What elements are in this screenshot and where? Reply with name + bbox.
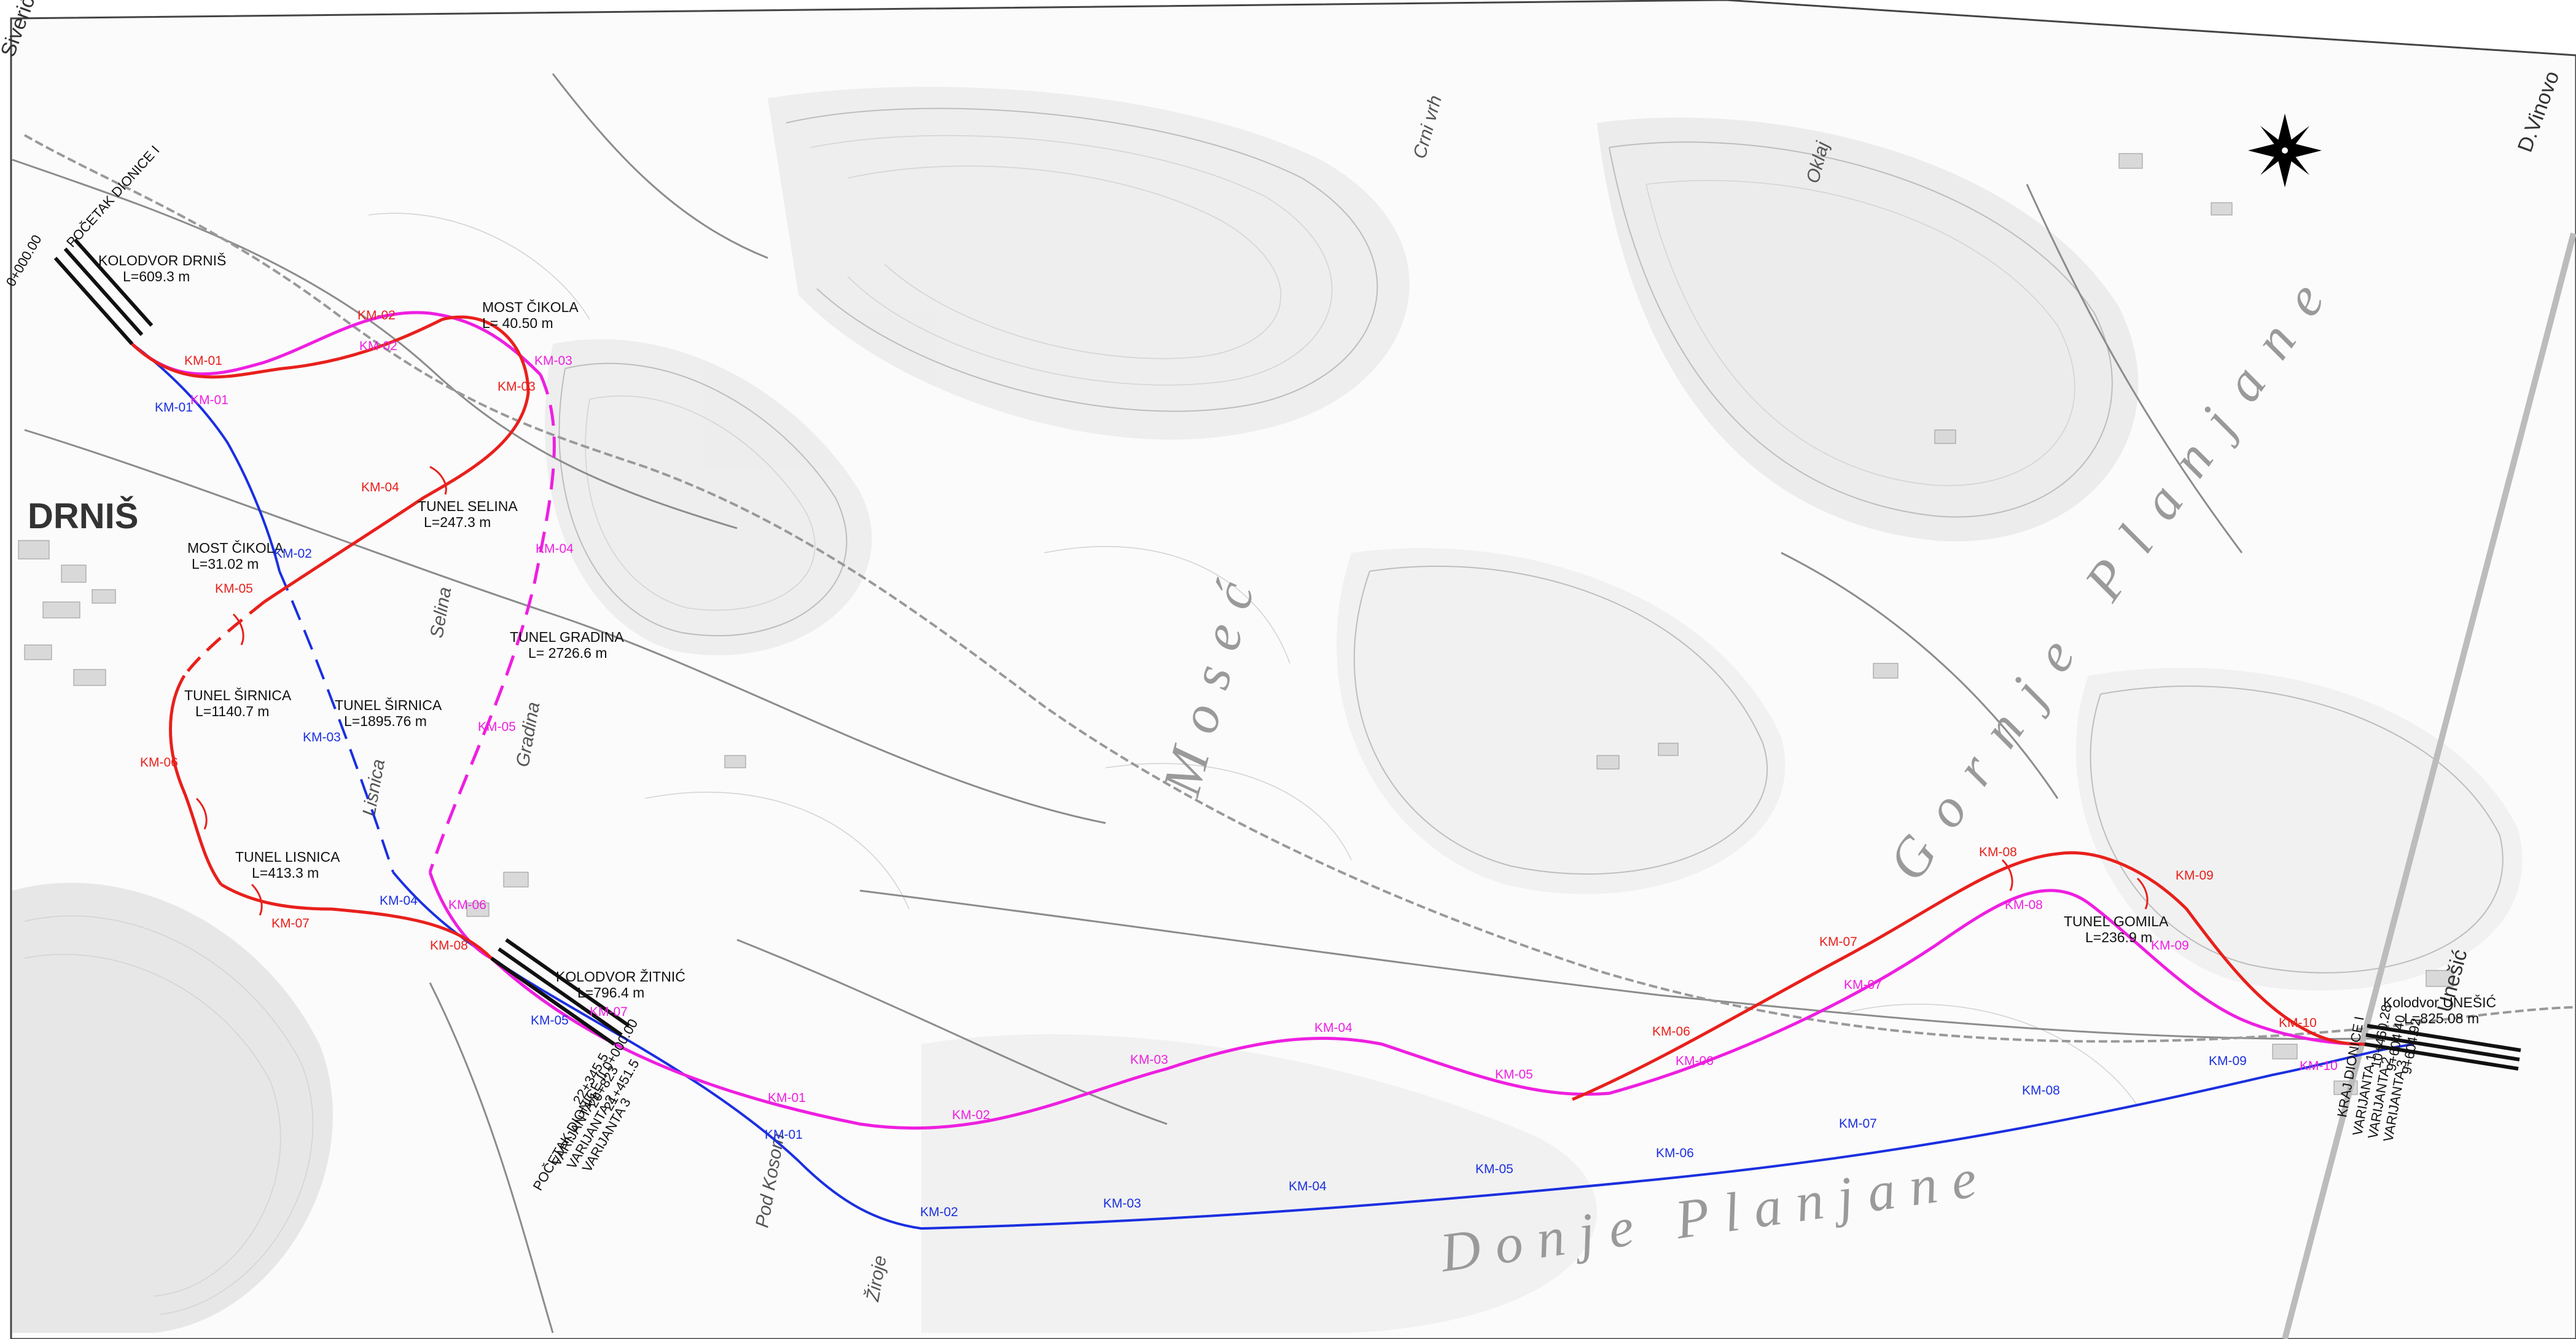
magenta2-km-01: KM-01 <box>768 1091 806 1105</box>
magenta-km-02: KM-02 <box>359 339 397 353</box>
blue2-km-07: KM-07 <box>1839 1117 1877 1131</box>
most-cikola-blue-length: L=31.02 m <box>192 556 259 572</box>
settlements <box>18 153 2454 1095</box>
tunel-sirnica-red-length: L=1140.7 m <box>195 703 269 719</box>
magenta-route-mid <box>428 872 493 960</box>
blue-tunnel-sirnica <box>278 571 394 873</box>
blue-km-01: KM-01 <box>155 400 193 415</box>
blue2-km-08: KM-08 <box>2022 1083 2060 1098</box>
magenta-km-06: KM-06 <box>448 898 486 912</box>
red-tunnel-sirnica-approach <box>183 601 265 677</box>
red-route-east <box>1572 851 2365 1101</box>
red2-km-07: KM-07 <box>1819 935 1857 949</box>
red2-km-08: KM-08 <box>1979 845 2017 859</box>
blue-route-north <box>131 343 281 572</box>
blue-km-03: KM-03 <box>303 730 341 744</box>
variant-magenta <box>131 311 2365 1130</box>
magenta-km-07: KM-07 <box>590 1005 628 1019</box>
station-drnis-length: L=609.3 m <box>123 268 190 284</box>
blue2-km-04: KM-04 <box>1289 1179 1327 1193</box>
magenta-km-04: KM-04 <box>536 542 574 556</box>
station-unesic-name: Kolodvor UNEŠIĆ <box>2383 994 2496 1010</box>
road-network <box>12 73 2396 1333</box>
blue2-km-05: KM-05 <box>1475 1162 1513 1176</box>
station-zitnic-name: KOLODVOR ŽITNIĆ <box>556 969 685 985</box>
tunel-sirnica-red-name: TUNEL ŠIRNICA <box>184 687 292 703</box>
magenta-tunnel-gradina <box>428 373 556 873</box>
red-km-08: KM-08 <box>430 939 468 953</box>
km-labels-red-1: KM-01 KM-02 KM-03 KM-04 KM-05 KM-06 KM-0… <box>140 308 536 953</box>
blue2-km-02: KM-02 <box>920 1205 958 1219</box>
tunel-sirnica-blue-name: TUNEL ŠIRNICA <box>335 697 442 713</box>
magenta-km-01: KM-01 <box>190 393 228 407</box>
km-labels-red-2: KM-06 KM-07 KM-08 KM-09 KM-10 <box>1652 845 2317 1039</box>
blue2-km-05-start: KM-05 <box>531 1013 569 1028</box>
tunel-lisnica-length: L=413.3 m <box>252 865 319 881</box>
red-km-06: KM-06 <box>140 755 178 770</box>
red2-km-10: KM-10 <box>2279 1016 2317 1030</box>
magenta2-km-10: KM-10 <box>2300 1059 2338 1073</box>
tunnel-portals <box>195 466 2149 916</box>
red2-km-09: KM-09 <box>2176 869 2214 883</box>
blue-km-02: KM-02 <box>274 547 312 561</box>
tunel-lisnica-name: TUNEL LISNICA <box>235 849 340 865</box>
tunel-selina-length: L=247.3 m <box>424 514 491 530</box>
station-zitnic-length: L=796.4 m <box>577 985 644 1001</box>
km-labels-blue-2: KM-05 KM-01 KM-02 KM-03 KM-04 KM-05 KM-0… <box>531 1013 2247 1219</box>
blue2-km-09: KM-09 <box>2209 1054 2247 1068</box>
red-km-01: KM-01 <box>184 354 222 368</box>
km-labels-magenta-2: KM-01 KM-02 KM-03 KM-04 KM-05 KM-06 KM-0… <box>768 898 2338 1122</box>
tunel-gomila-name: TUNEL GOMILA <box>2064 913 2169 929</box>
tunel-selina-name: TUNEL SELINA <box>418 498 518 514</box>
blue2-km-01: KM-01 <box>765 1128 803 1142</box>
station-drnis-name: KOLODVOR DRNIŠ <box>98 252 226 268</box>
blue2-km-06: KM-06 <box>1656 1146 1694 1160</box>
red-km-05: KM-05 <box>215 582 253 596</box>
existing-railway <box>24 134 2576 1043</box>
km-labels-blue-1: KM-01 KM-02 KM-03 KM-04 <box>155 400 418 908</box>
magenta-km-05: KM-05 <box>478 720 516 734</box>
red-route-north <box>131 315 530 604</box>
variant-red <box>131 315 2365 1101</box>
blue2-km-03: KM-03 <box>1103 1197 1141 1211</box>
red2-km-06: KM-06 <box>1652 1025 1690 1039</box>
compass-rose-icon <box>2248 114 2322 187</box>
most-cikola-red-length: L= 40.50 m <box>482 315 553 331</box>
place-drnis: DRNIŠ <box>28 496 138 536</box>
station-unesic-length: L=825.08 m <box>2404 1010 2479 1026</box>
magenta2-km-07: KM-07 <box>1844 978 1882 992</box>
most-cikola-blue-name: MOST ČIKOLA <box>187 539 284 556</box>
red-km-03: KM-03 <box>498 380 536 394</box>
magenta-km-03: KM-03 <box>534 354 572 368</box>
magenta-route-south <box>490 889 2365 1130</box>
red-km-07: KM-07 <box>271 916 310 931</box>
blue-route-south <box>490 957 2414 1230</box>
magenta-route-north <box>131 311 542 376</box>
magenta2-km-06: KM-06 <box>1676 1054 1714 1068</box>
red-km-04: KM-04 <box>361 480 399 494</box>
red-route-sirnica <box>169 674 223 886</box>
contour-lines <box>24 107 2504 1315</box>
blue-km-04: KM-04 <box>380 894 418 908</box>
tunel-sirnica-blue-length: L=1895.76 m <box>344 713 427 729</box>
red-km-02: KM-02 <box>357 308 396 322</box>
tunel-gradina-length: L= 2726.6 m <box>528 645 607 661</box>
variant-blue <box>131 343 2414 1230</box>
tunel-gomila-length: L=236.9 m <box>2085 929 2152 945</box>
magenta2-km-08: KM-08 <box>2005 898 2043 912</box>
boundary-line <box>2282 232 2576 1339</box>
station-labels: KOLODVOR DRNIŠ L=609.3 m KOLODVOR ŽITNIĆ… <box>98 252 2496 1026</box>
magenta2-km-04: KM-04 <box>1314 1021 1352 1035</box>
magenta2-km-02: KM-02 <box>952 1108 990 1122</box>
most-cikola-red-name: MOST ČIKOLA <box>482 299 579 315</box>
magenta2-km-03: KM-03 <box>1130 1053 1168 1067</box>
station-tracks <box>53 238 2521 1071</box>
tunel-gradina-name: TUNEL GRADINA <box>510 629 624 645</box>
km-labels-magenta-1: KM-01 KM-02 KM-03 KM-04 KM-05 KM-06 KM-0… <box>190 339 628 1019</box>
magenta2-km-05: KM-05 <box>1495 1068 1533 1082</box>
magenta2-km-09: KM-09 <box>2151 939 2189 953</box>
structure-labels: MOST ČIKOLA L= 40.50 m TUNEL SELINA L=24… <box>184 299 2169 945</box>
red-route-lisnica <box>220 883 493 959</box>
